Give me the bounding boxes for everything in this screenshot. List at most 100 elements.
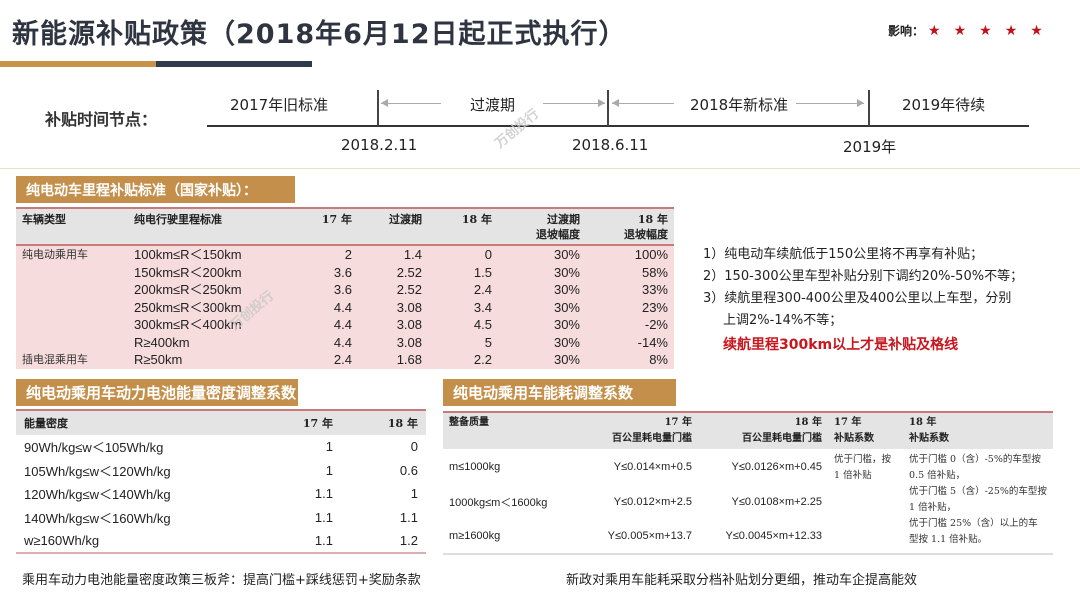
arrow-right-icon: [796, 99, 864, 107]
cell-t17: Y≤0.012×m+2.5: [613, 495, 692, 508]
header-line: 18 年: [637, 213, 668, 226]
energy-caption: 新政对乘用车能耗采取分档补贴划分更细，推动车企提高能效: [566, 573, 918, 588]
cell-type: [16, 299, 128, 317]
mileage-section-header: 纯电动车里程补贴标准（国家补贴）：: [16, 176, 295, 203]
cell-coef17: 优于门槛，按 1 倍补贴: [834, 454, 892, 481]
cell-y18: 1.5: [473, 264, 492, 280]
col-threshold-2017: 17 年百公里耗电量门槛: [578, 412, 698, 449]
density-section-header: 纯电动乘用车动力电池能量密度调整系数: [16, 379, 298, 406]
col-2018: 18 年: [461, 213, 492, 226]
cell-type: 纯电动乘用车: [22, 248, 88, 261]
timeline-date: 2018.6.11: [572, 136, 649, 154]
cell-y17: 4.4: [333, 317, 352, 332]
arrow-right-icon: [543, 99, 605, 107]
timeline-tick: [607, 90, 609, 126]
cell-cut18: -14%: [637, 334, 668, 350]
table-header-row: 车辆类型 纯电行驶里程标准 17 年 过渡期 18 年 过渡期 退坡幅度 18 年…: [16, 208, 674, 245]
cell-trans: 3.08: [396, 334, 422, 350]
cell-range: w≥160Wh/kg: [24, 532, 100, 548]
arrow-left-icon: [381, 99, 441, 107]
cell-trans: 2.52: [396, 264, 422, 280]
table-header-row: 整备质量 17 年百公里耗电量门槛 18 年百公里耗电量门槛 17 年补贴系数 …: [443, 412, 1053, 449]
cell-y17: 1.1: [314, 509, 333, 525]
cell-trans: 1.68: [396, 352, 422, 367]
cell-y17: 1.1: [314, 486, 333, 502]
col-2018: 18 年: [387, 417, 418, 430]
cell-cut18: 33%: [641, 282, 668, 297]
table-row: 300km≤R＜400km 4.4 3.08 4.5 30% -2%: [16, 316, 674, 334]
cell-type: [16, 264, 128, 282]
note-item: 2）150-300公里车型补贴分别下调约20%-50%不等；: [703, 269, 1024, 284]
cell-type: 插电混乘用车: [22, 353, 88, 366]
cell-range: 250km≤R＜300km: [134, 299, 242, 315]
table-row: w≥160Wh/kg 1.1 1.2: [16, 529, 426, 553]
star-icon: ★: [979, 22, 992, 39]
cell-y18: 1.1: [399, 509, 418, 525]
col-2018-cut: 18 年退坡幅度: [586, 208, 674, 245]
table-row: m≤1000kg Y≤0.014×m+0.5 Y≤0.0126×m+0.45 优…: [443, 449, 1053, 545]
table-row: R≥400km 4.4 3.08 5 30% -14%: [16, 334, 674, 352]
header-line: 退坡幅度: [624, 228, 668, 241]
col-transition: 过渡期: [389, 213, 422, 226]
cell-cut18: 8%: [649, 352, 668, 367]
table-row: 90Wh/kg≤w＜105Wh/kg 1 0: [16, 435, 426, 459]
table-row: 插电混乘用车 R≥50km 2.4 1.68 2.2 30% 8%: [16, 351, 674, 369]
cell-type: [16, 281, 128, 299]
col-threshold-2018: 18 年百公里耗电量门槛: [698, 412, 828, 449]
table-row: 纯电动乘用车 100km≤R＜150km 2 1.4 0 30% 100%: [16, 245, 674, 264]
cell-y17: 1: [325, 462, 333, 478]
cell-y17: 4.4: [333, 334, 352, 350]
cell-cut18: 100%: [634, 247, 668, 262]
cell-coef18: 优于门槛 0（含）-5%的车型按 0.5 倍补贴， 优于门槛 5（含）-25%的…: [903, 449, 1053, 554]
title-underline-gold: [0, 61, 156, 67]
cell-range: 120Wh/kg≤w＜140Wh/kg: [24, 487, 171, 503]
header-line: 补贴系数: [834, 433, 874, 444]
cell-trans-cut: 30%: [553, 247, 580, 262]
cell-range: 150km≤R＜200km: [134, 264, 242, 280]
cell-y18: 1: [410, 486, 418, 502]
title-underline-navy: [156, 61, 312, 67]
col-coef-2018: 18 年补贴系数: [903, 412, 1053, 449]
col-coef-2017: 17 年补贴系数: [828, 412, 903, 449]
arrow-left-icon: [612, 99, 674, 107]
star-icon: ★: [1004, 22, 1018, 39]
timeline-tick: [377, 90, 379, 126]
col-2017: 17 年: [302, 417, 333, 430]
mileage-subsidy-table: 车辆类型 纯电行驶里程标准 17 年 过渡期 18 年 过渡期 退坡幅度 18 年…: [16, 207, 674, 369]
note-item: 3）续航里程300-400公里及400公里以上车型，分别: [703, 291, 1012, 306]
note-item: 上调2%-14%不等；: [723, 313, 843, 328]
cell-trans: 2.52: [396, 282, 422, 297]
header-line: 过渡期: [547, 213, 580, 226]
header-line: 17 年: [664, 417, 692, 428]
section-divider: [0, 168, 1080, 169]
coef-line: 优于门槛 5（含）-25%的车型按 1 倍补贴，: [909, 486, 1047, 513]
impact-label: 影响：: [888, 24, 925, 38]
header-line: 百公里耗电量门槛: [742, 433, 822, 444]
cell-mass: m≤1000kg: [449, 460, 501, 473]
policy-notes: 1）纯电动车续航低于150公里将不再享有补贴； 2）150-300公里车型补贴分…: [703, 244, 1023, 358]
header-line: 补贴系数: [909, 433, 949, 444]
table-row: 120Wh/kg≤w＜140Wh/kg 1.1 1: [16, 482, 426, 506]
note-item: 1）纯电动车续航低于150公里将不再享有补贴；: [703, 247, 984, 262]
cell-trans-cut: 30%: [553, 352, 580, 367]
col-density: 能量密度: [24, 417, 68, 430]
cell-range: R≥400km: [134, 334, 190, 350]
cell-y17: 4.4: [333, 299, 352, 315]
table-row: 1000kg≤m＜1600kg Y≤0.012×m+2.5 Y≤0.0108×m…: [443, 484, 1053, 519]
header-line: 退坡幅度: [536, 228, 580, 241]
cell-y17: 3.6: [333, 282, 352, 297]
cell-y18: 5: [484, 334, 492, 350]
cell-range: 105Wh/kg≤w＜120Wh/kg: [24, 463, 171, 479]
table-row: m≥1600kg Y≤0.005×m+13.7 Y≤0.0045×m+12.33: [443, 519, 1053, 554]
cell-trans: 1.4: [403, 247, 422, 262]
cell-y18: 0: [484, 247, 492, 262]
cell-type: [16, 334, 128, 352]
cell-trans-cut: 30%: [553, 282, 580, 297]
cell-cut18: -2%: [644, 317, 668, 332]
table-row: 200km≤R＜250km 3.6 2.52 2.4 30% 33%: [16, 281, 674, 299]
cell-mass: 1000kg≤m＜1600kg: [449, 496, 548, 509]
cell-y18: 3.4: [473, 299, 492, 315]
timeline-segment-2017: 2017年旧标准: [230, 96, 329, 114]
cell-y17: 1: [325, 439, 333, 455]
cell-cut18: 58%: [641, 264, 668, 280]
